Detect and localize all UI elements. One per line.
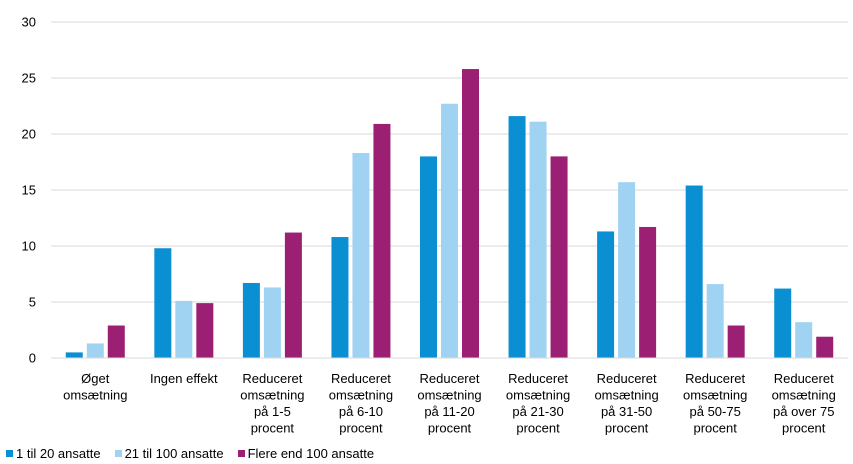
- x-category-label: Reduceret omsætning på over 75 procent: [772, 371, 836, 436]
- legend-label: Flere end 100 ansatte: [247, 446, 375, 461]
- bar-series-2-cat-7: [618, 182, 636, 358]
- bar-series-1-cat-5: [420, 156, 437, 358]
- legend-swatch: [114, 450, 122, 457]
- x-category-label-line: omsætning: [594, 388, 658, 403]
- x-category-label-line: på 31-50: [601, 404, 652, 419]
- legend-label: 1 til 20 ansatte: [16, 446, 101, 461]
- y-tick-label: 30: [22, 15, 36, 30]
- x-category-label-line: på 11-20: [424, 404, 474, 419]
- x-category-label: Ingen effekt: [150, 371, 218, 386]
- x-category-label-line: Reduceret: [685, 371, 745, 386]
- x-category-label-line: Øget: [81, 371, 110, 386]
- y-tick-label: 10: [22, 239, 36, 254]
- x-category-label-line: Ingen effekt: [150, 371, 218, 386]
- bar-series-2-cat-9: [795, 322, 813, 358]
- bar-series-3-cat-6: [550, 156, 568, 358]
- x-category-label-line: Reduceret: [420, 371, 480, 386]
- x-category-label-line: på 21-30: [512, 404, 563, 419]
- x-category-label-line: omsætning: [506, 388, 570, 403]
- x-category-label: Reduceret omsætning på 50-75 procent: [683, 371, 747, 436]
- x-category-label-line: Reduceret: [597, 371, 657, 386]
- bar-series-2-cat-5: [441, 103, 458, 358]
- x-category-label-line: omsætning: [417, 388, 481, 403]
- bar-series-3-cat-5: [462, 69, 479, 358]
- x-category-label: Reduceret omsætning på 11-20 procent: [417, 371, 481, 436]
- x-category-label-line: procent: [428, 421, 472, 436]
- y-axis-ticks: 0 5 10 15 20 25 30: [22, 15, 36, 366]
- bar-series-3-cat-8: [727, 325, 745, 358]
- bar-series-3-cat-4: [373, 123, 391, 358]
- y-tick-label: 5: [29, 295, 36, 310]
- x-category-label-line: Reduceret: [242, 371, 302, 386]
- x-category-label: Reduceret omsætning på 21-30 procent: [506, 371, 570, 436]
- x-category-label-line: Reduceret: [508, 371, 568, 386]
- legend-item: 21 til 100 ansatte: [114, 446, 224, 461]
- x-category-label-line: omsætning: [63, 388, 127, 403]
- bar-series-3-cat-9: [816, 336, 834, 358]
- y-tick-label: 0: [29, 351, 36, 366]
- bar-series-2-cat-4: [352, 153, 370, 358]
- bars: [65, 69, 834, 359]
- y-tick-label: 25: [22, 71, 36, 86]
- bar-series-1-cat-4: [331, 237, 349, 358]
- bar-series-3-cat-3: [284, 232, 302, 358]
- x-category-label: Øget omsætning: [63, 371, 127, 403]
- bar-series-2-cat-6: [529, 121, 547, 359]
- x-category-label-line: på 50-75: [690, 404, 741, 419]
- bar-series-1-cat-7: [597, 231, 615, 358]
- x-category-label-line: på 1-5: [254, 404, 291, 419]
- x-category-label-line: omsætning: [772, 388, 836, 403]
- y-tick-label: 15: [22, 183, 36, 198]
- bar-series-3-cat-1: [107, 325, 125, 358]
- x-category-label-line: procent: [251, 421, 295, 436]
- bar-series-1-cat-2: [154, 248, 172, 358]
- bar-series-2-cat-2: [175, 300, 193, 358]
- x-category-label-line: omsætning: [683, 388, 747, 403]
- x-category-label-line: Reduceret: [774, 371, 834, 386]
- bar-series-2-cat-8: [706, 284, 724, 358]
- y-tick-label: 20: [22, 127, 36, 142]
- x-category-label: Reduceret omsætning på 31-50 procent: [594, 371, 658, 436]
- x-category-label-line: omsætning: [329, 388, 393, 403]
- legend-swatch: [237, 450, 245, 457]
- bar-series-1-cat-8: [685, 185, 703, 358]
- x-category-label-line: omsætning: [240, 388, 304, 403]
- legend: 1 til 20 ansatte 21 til 100 ansatte Flere …: [6, 446, 388, 461]
- x-category-label: Reduceret omsætning på 1-5 procent: [240, 371, 304, 436]
- x-category-label-line: procent: [605, 421, 649, 436]
- x-category-label-line: procent: [782, 421, 826, 436]
- x-category-label: Reduceret omsætning på 6-10 procent: [329, 371, 393, 436]
- bar-series-1-cat-6: [508, 116, 526, 358]
- bar-series-2-cat-3: [263, 287, 281, 358]
- x-axis-labels: Øget omsætning Ingen effekt Reduceret omsætn…: [63, 371, 836, 436]
- x-category-label-line: på 6-10: [339, 404, 383, 419]
- bar-series-3-cat-2: [196, 303, 214, 358]
- x-category-label-line: procent: [339, 421, 383, 436]
- x-category-label-line: Reduceret: [331, 371, 391, 386]
- bar-series-1-cat-1: [65, 352, 83, 358]
- legend-swatch: [6, 450, 13, 457]
- legend-label: 21 til 100 ansatte: [124, 446, 224, 461]
- bar-series-2-cat-1: [86, 343, 104, 358]
- bar-series-3-cat-7: [639, 226, 657, 358]
- bar-series-1-cat-3: [242, 282, 260, 358]
- x-category-label-line: på over 75: [773, 404, 834, 419]
- legend-item: 1 til 20 ansatte: [6, 446, 101, 461]
- bar-series-1-cat-9: [774, 288, 792, 358]
- legend-item: Flere end 100 ansatte: [237, 446, 375, 461]
- x-category-label-line: procent: [516, 421, 560, 436]
- x-category-label-line: procent: [693, 421, 737, 436]
